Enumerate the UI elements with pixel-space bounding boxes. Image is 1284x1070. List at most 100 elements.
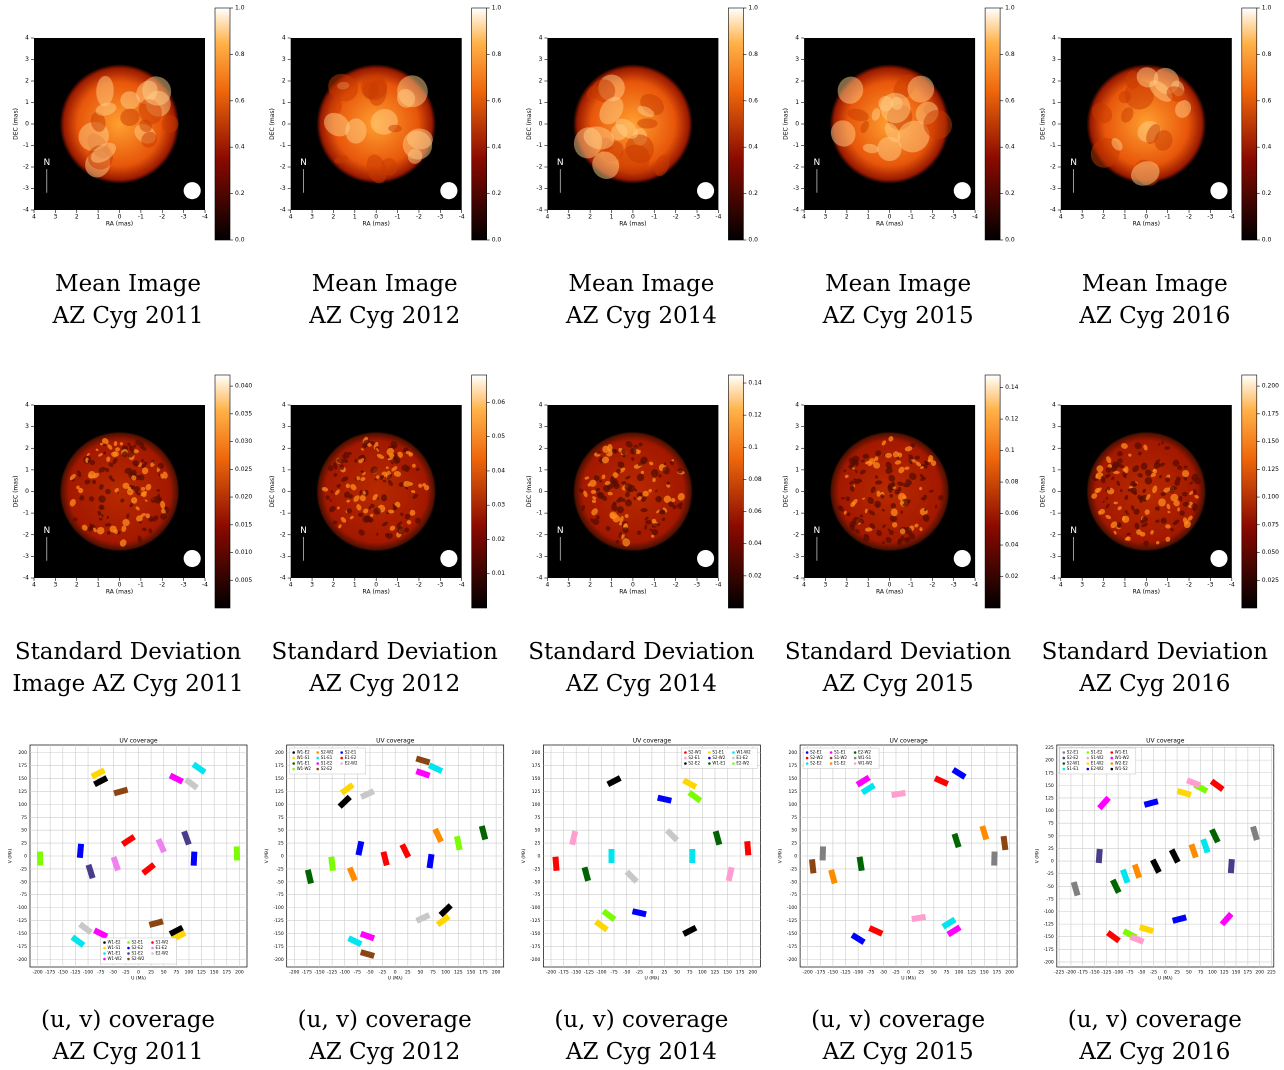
beam — [184, 182, 201, 199]
legend-label: S2-W2 — [132, 956, 145, 961]
x-tick-label: -200 — [803, 970, 813, 976]
colorbar-tick-label: 0.03 — [492, 502, 506, 509]
colorbar-tick-label: 0.025 — [1262, 577, 1279, 584]
legend-label: S2-W2 — [810, 755, 823, 760]
colorbar-tick-label: 0.035 — [235, 410, 252, 417]
legend-swatch — [1063, 757, 1066, 760]
legend-label: E1-W2 — [1091, 761, 1104, 766]
y-tick-label: -1 — [536, 510, 542, 517]
legend-swatch — [103, 941, 106, 944]
colorbar-tick-label: 0.175 — [1262, 410, 1279, 417]
texture — [625, 492, 630, 497]
image — [316, 432, 436, 552]
x-tick-label: 1 — [96, 214, 100, 221]
colorbar-tick-label: 1.0 — [1005, 5, 1015, 12]
beam — [954, 550, 971, 567]
north-label: N — [43, 158, 50, 168]
north-label: N — [300, 158, 307, 168]
x-tick-label: -4 — [202, 582, 208, 589]
caption: Standard Deviation — [528, 639, 755, 665]
y-tick-label: -4 — [1050, 575, 1056, 582]
y-tick-label: -4 — [1050, 207, 1056, 214]
colorbar-tick-label: 0.4 — [1262, 144, 1272, 151]
y-tick-label: 100 — [789, 802, 798, 808]
x-tick-label: 1 — [866, 582, 870, 589]
colorbar-tick-label: 0.150 — [1262, 438, 1279, 445]
colorbar-tick-label: 1.0 — [492, 5, 502, 12]
y-tick-label: -200 — [273, 957, 283, 963]
y-tick-label: 0 — [539, 488, 543, 495]
x-tick-label: 50 — [674, 970, 680, 976]
x-tick-label: -125 — [70, 970, 80, 976]
legend-swatch — [854, 751, 857, 754]
x-axis-label: U (Mλ) — [1158, 976, 1173, 982]
colorbar-tick-label: 0.8 — [1005, 51, 1015, 58]
x-tick-label: 4 — [289, 214, 293, 221]
y-tick-label: 75 — [1048, 821, 1054, 827]
legend-swatch — [151, 941, 154, 944]
y-tick-label: 50 — [278, 828, 284, 834]
legend-label: S1-E2 — [132, 951, 144, 956]
uv-point — [1228, 859, 1235, 873]
caption: Standard Deviation — [1042, 639, 1269, 665]
x-tick-label: 0 — [888, 214, 892, 221]
x-tick-label: -150 — [828, 970, 838, 976]
y-tick-label: -100 — [530, 905, 540, 911]
x-tick-label: 25 — [1174, 970, 1180, 976]
y-tick-label: 2 — [795, 78, 799, 85]
image — [60, 432, 180, 552]
legend-swatch — [708, 757, 711, 760]
y-tick-label: -3 — [23, 185, 29, 192]
y-tick-label: -100 — [787, 905, 797, 911]
beam — [184, 550, 201, 567]
x-tick-label: 2 — [588, 582, 592, 589]
legend-label: S2-E1 — [132, 940, 144, 945]
y-axis-label: DEC (mas) — [1039, 108, 1046, 140]
x-tick-label: 4 — [32, 214, 36, 221]
beam — [440, 182, 457, 199]
y-tick-label: 2 — [539, 445, 543, 452]
legend-label: W1-S1 — [858, 755, 871, 760]
uv-point — [37, 852, 43, 866]
legend-label: S2-E2 — [1067, 755, 1079, 760]
x-tick-label: 1 — [96, 582, 100, 589]
y-axis-label: DEC (mas) — [269, 108, 276, 140]
x-tick-label: 100 — [955, 970, 964, 976]
legend-swatch — [292, 768, 295, 771]
legend-label: S2-W2 — [321, 750, 334, 755]
colorbar-tick-label: 0.6 — [492, 97, 502, 104]
y-tick-label: 1 — [795, 466, 799, 473]
y-tick-label: 150 — [275, 776, 284, 782]
y-tick-label: -2 — [23, 164, 29, 171]
x-tick-label: -175 — [45, 970, 55, 976]
legend-label: S1-W2 — [1091, 755, 1104, 760]
y-tick-label: -75 — [20, 892, 27, 898]
y-tick-label: 4 — [795, 402, 799, 409]
colorbar-tick-label: 0.04 — [492, 467, 506, 474]
x-tick-label: -125 — [840, 970, 850, 976]
x-tick-label: 2 — [1102, 214, 1106, 221]
plot-title: UV coverage — [1146, 738, 1185, 745]
x-axis-label: RA (mas) — [363, 221, 390, 228]
legend-swatch — [292, 757, 295, 760]
x-tick-label: 100 — [441, 970, 450, 976]
x-tick-label: 1 — [1123, 214, 1127, 221]
x-tick-label: 175 — [736, 970, 745, 976]
legend-swatch — [806, 751, 809, 754]
x-axis-label: RA (mas) — [876, 589, 903, 596]
colorbar — [728, 375, 743, 608]
colorbar-tick-label: 0.01 — [492, 570, 506, 577]
x-tick-label: 125 — [197, 970, 206, 976]
y-tick-label: 3 — [795, 423, 799, 430]
y-tick-label: 0 — [282, 488, 286, 495]
legend-label: W1-E1 — [712, 761, 725, 766]
y-tick-label: -2 — [280, 164, 286, 171]
x-tick-label: 200 — [1255, 970, 1264, 976]
x-tick-label: -2 — [416, 582, 422, 589]
x-tick-label: 150 — [1232, 970, 1241, 976]
x-tick-label: 3 — [824, 582, 828, 589]
legend-label: E2-W2 — [156, 951, 169, 956]
y-tick-label: 75 — [21, 815, 27, 821]
caption: AZ Cyg 2011 — [51, 1039, 203, 1065]
colorbar-tick-label: 0.050 — [1262, 549, 1279, 556]
